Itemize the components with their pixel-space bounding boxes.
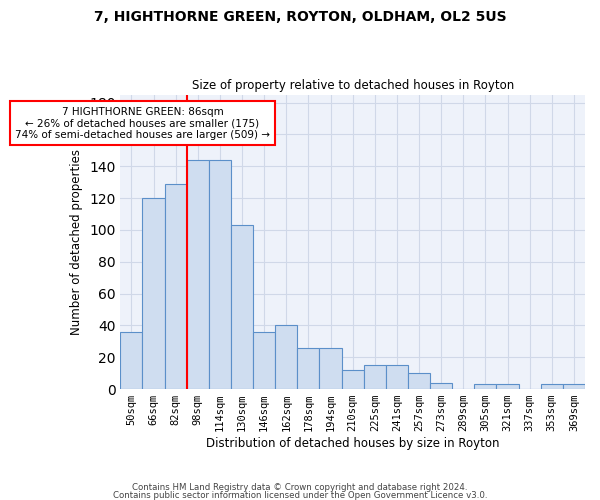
Bar — [121, 332, 142, 389]
Bar — [231, 225, 253, 389]
Bar — [298, 348, 319, 389]
Title: Size of property relative to detached houses in Royton: Size of property relative to detached ho… — [191, 79, 514, 92]
Text: 7 HIGHTHORNE GREEN: 86sqm
← 26% of detached houses are smaller (175)
74% of semi: 7 HIGHTHORNE GREEN: 86sqm ← 26% of detac… — [15, 106, 270, 140]
Bar — [253, 332, 275, 389]
Text: 7, HIGHTHORNE GREEN, ROYTON, OLDHAM, OL2 5US: 7, HIGHTHORNE GREEN, ROYTON, OLDHAM, OL2… — [94, 10, 506, 24]
Y-axis label: Number of detached properties: Number of detached properties — [70, 149, 83, 335]
Bar — [341, 370, 364, 389]
Text: Contains public sector information licensed under the Open Government Licence v3: Contains public sector information licen… — [113, 490, 487, 500]
Bar — [386, 365, 408, 389]
Bar — [319, 348, 341, 389]
X-axis label: Distribution of detached houses by size in Royton: Distribution of detached houses by size … — [206, 437, 499, 450]
Bar — [164, 184, 187, 389]
Bar — [430, 382, 452, 389]
Bar — [563, 384, 585, 389]
Bar — [475, 384, 496, 389]
Bar — [187, 160, 209, 389]
Bar — [496, 384, 518, 389]
Bar — [408, 373, 430, 389]
Bar — [275, 326, 298, 389]
Bar — [209, 160, 231, 389]
Text: Contains HM Land Registry data © Crown copyright and database right 2024.: Contains HM Land Registry data © Crown c… — [132, 484, 468, 492]
Bar — [541, 384, 563, 389]
Bar — [364, 365, 386, 389]
Bar — [142, 198, 164, 389]
